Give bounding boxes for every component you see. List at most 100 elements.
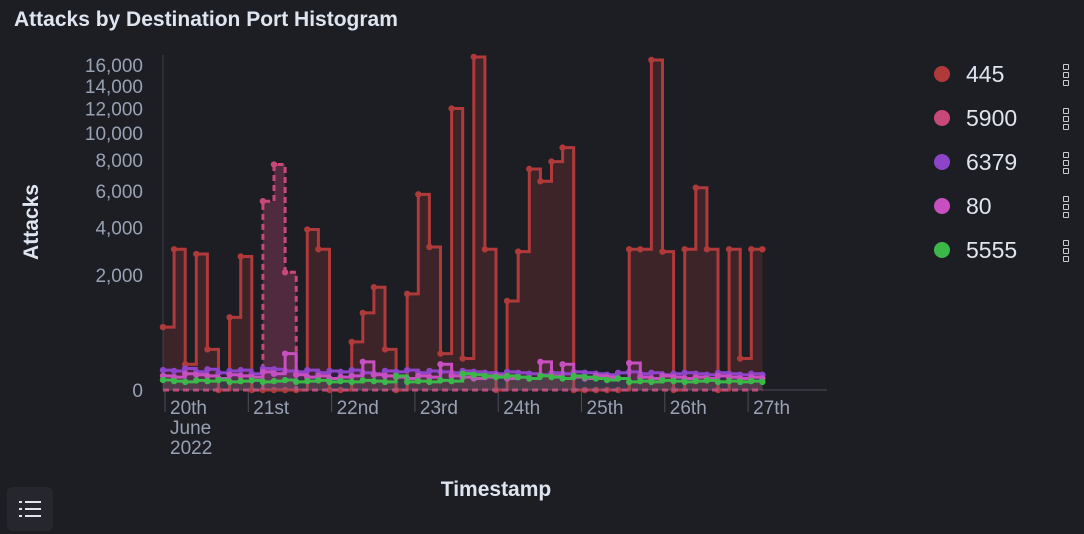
menu-dot <box>1063 240 1069 246</box>
x-tick-label: 24th <box>503 398 540 419</box>
data-point <box>626 359 633 367</box>
y-tick-label: 10,000 <box>85 124 143 145</box>
data-point <box>748 246 755 253</box>
data-point <box>170 377 178 385</box>
data-point <box>182 365 189 372</box>
data-point <box>270 386 278 394</box>
data-point <box>515 248 522 255</box>
data-point <box>526 375 533 382</box>
data-point <box>515 369 522 376</box>
data-point <box>681 369 688 376</box>
legend-item-menu-icon[interactable] <box>1061 108 1071 130</box>
data-point <box>404 378 411 386</box>
data-point <box>348 338 355 346</box>
data-point <box>470 371 477 378</box>
y-tick-label: 16,000 <box>85 56 143 77</box>
menu-dot <box>1063 196 1069 202</box>
data-point <box>459 370 466 377</box>
legend-swatch <box>934 66 950 82</box>
menu-dot <box>1063 108 1069 114</box>
x-tick-label: 27th <box>753 398 790 419</box>
data-point <box>237 372 244 380</box>
data-point <box>226 378 233 386</box>
data-point <box>448 372 455 380</box>
data-point <box>648 369 655 376</box>
x-tick-label: 23rd <box>420 398 458 419</box>
data-point <box>193 377 200 384</box>
data-point <box>737 355 744 362</box>
data-point <box>448 377 455 385</box>
legend-item-80[interactable]: 80 <box>930 184 1075 228</box>
data-point <box>226 371 233 378</box>
chart-title: Attacks by Destination Port Histogram <box>14 8 398 31</box>
legend-item-menu-icon[interactable] <box>1061 152 1071 174</box>
data-point <box>759 246 766 253</box>
legend-label: 445 <box>966 60 1005 87</box>
data-point <box>315 246 322 253</box>
legend-toggle-button[interactable] <box>7 487 53 531</box>
data-point <box>659 372 666 380</box>
x-tick-sublabel: June <box>170 418 211 439</box>
y-tick-label: 8,000 <box>95 151 143 172</box>
data-point <box>725 246 733 253</box>
series-line <box>163 55 763 392</box>
data-point <box>592 375 600 382</box>
data-point <box>159 376 167 384</box>
data-point <box>348 372 355 380</box>
data-point <box>503 372 511 380</box>
data-point <box>659 377 666 384</box>
data-point <box>326 386 333 394</box>
legend-item-445[interactable]: 445 <box>930 52 1075 96</box>
data-point <box>293 378 300 386</box>
x-axis-label: Timestamp <box>441 478 552 501</box>
x-tick-label: 22nd <box>337 398 379 419</box>
legend-item-menu-icon[interactable] <box>1061 196 1071 218</box>
legend-item-menu-icon[interactable] <box>1061 64 1071 86</box>
data-point <box>559 361 566 368</box>
legend-item-5900[interactable]: 5900 <box>930 96 1075 140</box>
data-point <box>337 386 344 394</box>
data-point <box>381 378 389 386</box>
data-point <box>581 373 588 381</box>
data-point <box>237 253 244 260</box>
data-point <box>437 377 444 384</box>
data-point <box>193 250 200 258</box>
legend-swatch <box>934 242 950 258</box>
y-tick-label: 14,000 <box>85 77 143 98</box>
menu-dot <box>1063 256 1069 262</box>
data-point <box>381 367 389 375</box>
menu-dot <box>1063 212 1069 218</box>
y-tick-label: 6,000 <box>95 182 143 203</box>
data-point <box>692 377 699 385</box>
data-point <box>426 243 433 251</box>
series-5555 <box>159 370 766 390</box>
legend-item-5555[interactable]: 5555 <box>930 228 1075 272</box>
data-point <box>526 370 533 377</box>
data-point <box>337 368 344 376</box>
data-point <box>359 377 366 384</box>
data-point <box>437 361 444 368</box>
menu-dot <box>1063 204 1069 210</box>
data-point <box>193 371 200 378</box>
data-point <box>315 377 322 384</box>
menu-dot <box>1063 160 1069 166</box>
data-point <box>326 367 333 375</box>
data-point <box>648 378 655 386</box>
data-point <box>681 246 688 253</box>
data-point <box>437 350 444 357</box>
legend-swatch <box>934 154 950 170</box>
data-point <box>170 246 178 253</box>
data-point <box>426 373 433 381</box>
legend: 445 5900 6379 80 5555 <box>930 52 1075 272</box>
data-point <box>270 161 278 168</box>
legend-item-menu-icon[interactable] <box>1061 240 1071 262</box>
data-point <box>626 378 633 386</box>
legend-swatch <box>934 198 950 214</box>
data-point <box>415 377 422 385</box>
legend-item-6379[interactable]: 6379 <box>930 140 1075 184</box>
data-point <box>426 378 433 386</box>
data-point <box>614 375 622 382</box>
x-tick-label: 20th <box>170 398 207 419</box>
data-point <box>359 358 366 366</box>
